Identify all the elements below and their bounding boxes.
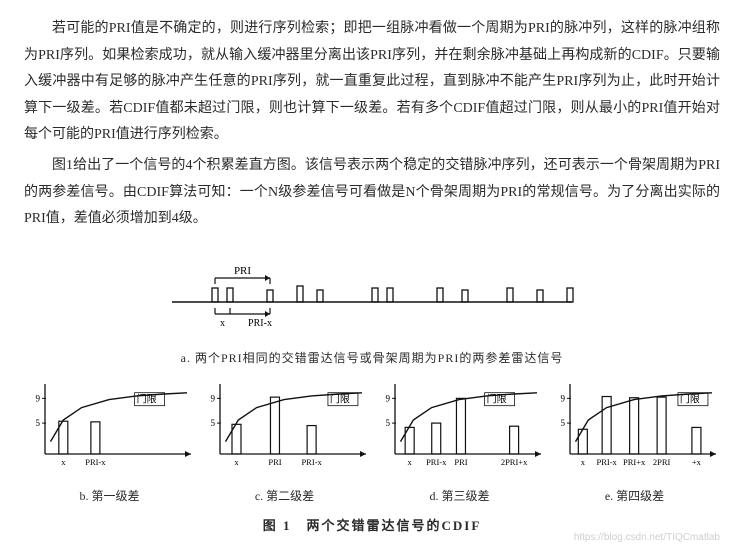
label-b: b. 第一级差 [24,485,195,508]
figure-a: PRI x PRI-x a. 两个PRI相同的交错雷达信号或骨架周期为PRI的两参差… [24,247,720,370]
svg-text:PRI-x: PRI-x [426,457,447,467]
svg-text:PRI: PRI [454,457,467,467]
svg-text:5: 5 [211,418,216,428]
svg-text:2PRI: 2PRI [653,457,671,467]
panel-e: 5 9 门限 x PRI-x PRI+x 2PRI +x e. 第四级差 [549,380,720,508]
svg-text:PRI-x: PRI-x [596,457,617,467]
svg-text:9: 9 [211,394,216,404]
svg-text:x: x [234,457,239,467]
svg-text:PRI-x: PRI-x [85,457,106,467]
svg-text:2PRI+x: 2PRI+x [501,457,528,467]
svg-text:x: x [408,457,413,467]
label-e: e. 第四级差 [549,485,720,508]
svg-text:PRI+x: PRI+x [623,457,646,467]
svg-text:x: x [581,457,586,467]
svg-text:PRI-x: PRI-x [301,457,322,467]
label-c: c. 第二级差 [199,485,370,508]
svg-text:门限: 门限 [487,393,507,406]
svg-text:PRI-x: PRI-x [248,318,272,329]
panel-b: 5 9 门限 x PRI-x b. 第一级差 [24,380,195,508]
panel-c: 5 9 门限 x PRI PRI-x c. 第二级差 [199,380,370,508]
svg-text:PRI: PRI [234,265,251,277]
watermark: https://blog.csdn.net/TIQCmatlab [574,528,720,547]
svg-text:门限: 门限 [680,393,700,406]
subplot-row: 5 9 门限 x PRI-x b. 第一级差 5 9 门限 x PRI PRI-x c. 第二级差… [24,380,720,508]
pulse-train-svg: PRI x PRI-x [152,247,592,333]
svg-text:5: 5 [386,418,391,428]
paragraph-2: 图1给出了一个信号的4个积累差直方图。该信号表示两个稳定的交错脉冲序列，还可表示… [24,153,720,233]
svg-text:5: 5 [36,418,41,428]
label-d: d. 第三级差 [374,485,545,508]
svg-text:PRI: PRI [268,457,281,467]
svg-text:9: 9 [36,394,41,404]
svg-text:x: x [220,318,225,329]
svg-text:9: 9 [561,394,566,404]
caption-a: a. 两个PRI相同的交错雷达信号或骨架周期为PRI的两参差雷达信号 [24,347,720,370]
panel-d: 5 9 门限 x PRI-x PRI 2PRI+x d. 第三级差 [374,380,545,508]
svg-text:5: 5 [561,418,566,428]
paragraph-1: 若可能的PRI值是不确定的，则进行序列检索；即把一组脉冲看做一个周期为PRI的脉… [24,16,720,149]
svg-text:门限: 门限 [330,393,350,406]
svg-text:门限: 门限 [137,393,157,406]
svg-text:9: 9 [386,394,391,404]
svg-text:+x: +x [692,457,702,467]
svg-text:x: x [61,457,66,467]
